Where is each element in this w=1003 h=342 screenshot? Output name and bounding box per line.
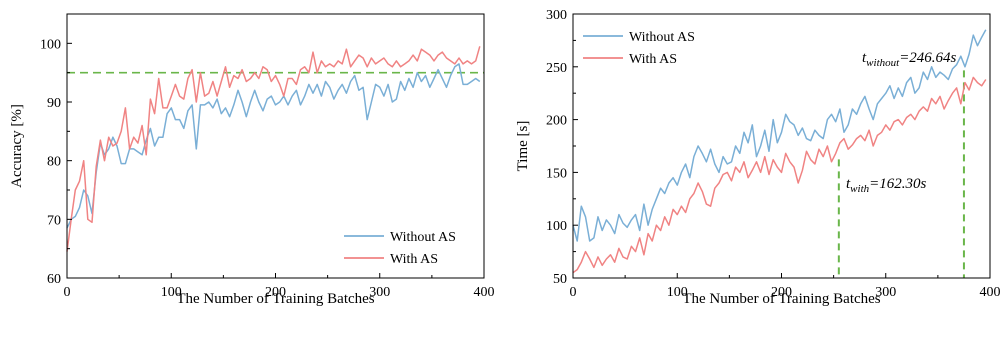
x-tick-label: 100 [161, 285, 182, 300]
series-line-with-as [572, 76, 987, 274]
annotation-without: twithout=246.64s [862, 50, 957, 69]
annotation-value: =162.30s [869, 176, 926, 192]
y-tick-label: 250 [546, 61, 567, 76]
annotation-subscript: with [850, 183, 869, 195]
legend-label-with-as: With AS [390, 252, 438, 267]
x-tick-label: 100 [667, 285, 688, 300]
y-tick-label: 150 [546, 166, 567, 181]
y-tick-label: 200 [546, 114, 567, 129]
x-tick-label: 0 [570, 285, 577, 300]
annotation-value: =246.64s [899, 50, 956, 66]
legend-label-with-as: With AS [629, 52, 677, 67]
y-tick-label: 300 [546, 8, 567, 23]
annotation-main: t [862, 50, 867, 66]
y-axis-label: Time [s] [515, 121, 531, 172]
x-tick-label: 400 [980, 285, 1001, 300]
x-tick-label: 300 [875, 285, 896, 300]
y-tick-label: 60 [47, 272, 61, 287]
series-line-without-as [572, 29, 987, 242]
legend: Without AS With AS [583, 30, 695, 67]
x-tick-label: 200 [265, 285, 286, 300]
x-tick-label: 300 [369, 285, 390, 300]
y-tick-label: 70 [47, 213, 61, 228]
y-tick-label: 100 [546, 219, 567, 234]
legend-label-without-as: Without AS [629, 30, 695, 45]
x-tick-label: 0 [64, 285, 71, 300]
y-tick-label: 50 [553, 272, 567, 287]
legend-label-without-as: Without AS [390, 230, 456, 245]
annotation-with: twith=162.30s [846, 176, 926, 195]
x-tick-label: 200 [771, 285, 792, 300]
annotation-main: t [846, 176, 851, 192]
series-line-without-as [66, 63, 481, 229]
x-axis-label: The Number of Training Batches [682, 291, 880, 307]
y-tick-label: 80 [47, 155, 61, 170]
legend: Without AS With AS [344, 230, 456, 267]
y-tick-label: 90 [47, 96, 61, 111]
y-tick-label: 100 [40, 37, 61, 52]
annotation-subscript: without [866, 57, 900, 69]
x-axis-label: The Number of Training Batches [176, 291, 374, 307]
y-axis-label: Accuracy [%] [9, 104, 25, 188]
x-tick-label: 400 [474, 285, 495, 300]
series-line-with-as [66, 46, 481, 252]
